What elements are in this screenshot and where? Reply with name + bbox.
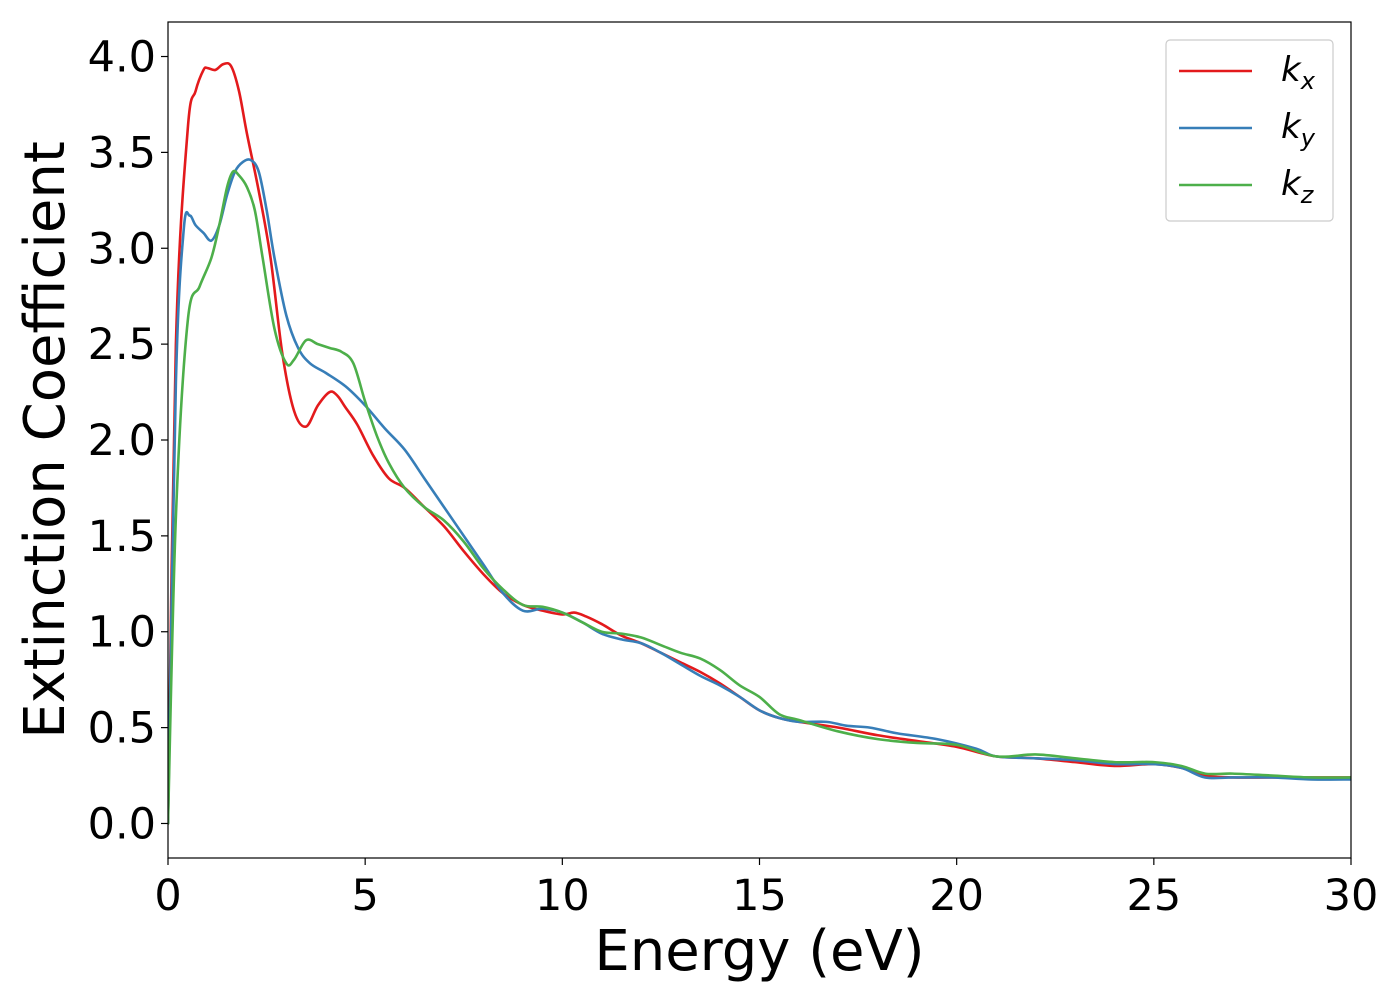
legend-box (1165, 39, 1334, 222)
x-tick-label: 15 (732, 871, 787, 921)
y-axis: 0.0 0.5 1.0 1.5 2.0 2.5 3.0 3.5 4.0 (88, 33, 168, 849)
y-tick-label: 2.5 (88, 320, 156, 370)
x-axis: 0 5 10 15 20 25 30 (154, 858, 1378, 921)
x-tick-label: 25 (1126, 871, 1181, 921)
y-tick-label: 3.5 (88, 128, 156, 178)
y-tick-label: 0.5 (88, 704, 156, 754)
y-tick-label: 1.0 (88, 608, 156, 658)
x-tick-label: 30 (1324, 871, 1379, 921)
y-axis-title: Extinction Coefficient (13, 141, 78, 739)
y-tick-label: 2.0 (88, 416, 156, 466)
y-tick-label: 0.0 (88, 799, 156, 849)
x-tick-label: 5 (351, 871, 378, 921)
y-tick-label: 4.0 (88, 33, 156, 83)
x-tick-label: 0 (154, 871, 181, 921)
x-axis-title: Energy (eV) (594, 919, 924, 984)
x-tick-label: 10 (535, 871, 590, 921)
series-line-z (168, 169, 1351, 825)
x-tick-label: 20 (929, 871, 984, 921)
series-layer (168, 61, 1351, 825)
y-tick-label: 3.0 (88, 224, 156, 274)
y-tick-label: 1.5 (88, 512, 156, 562)
